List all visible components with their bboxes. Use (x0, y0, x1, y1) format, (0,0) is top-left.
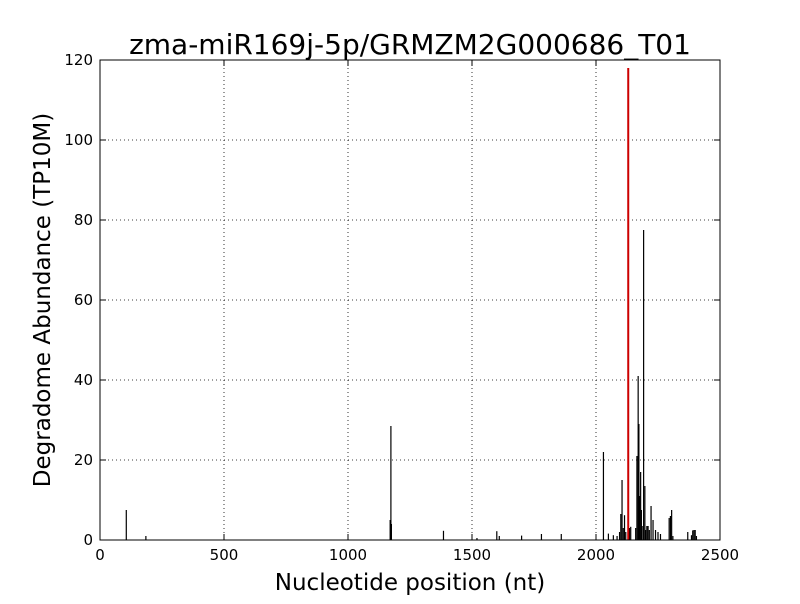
x-tick-label: 1500 (453, 546, 491, 564)
y-tick-label: 20 (74, 451, 93, 469)
y-ticks: 0 20 40 60 80 100 120 (64, 51, 720, 549)
grid-lines (100, 60, 720, 540)
y-tick-label: 100 (64, 131, 93, 149)
y-tick-label: 40 (74, 371, 93, 389)
y-tick-label: 120 (64, 51, 93, 69)
bars (125, 230, 698, 540)
x-tick-label: 0 (95, 546, 105, 564)
y-axis-label: Degradome Abundance (TP10M) (30, 113, 56, 487)
y-tick-label: 0 (83, 531, 93, 549)
x-tick-label: 2000 (577, 546, 615, 564)
x-tick-label: 2500 (701, 546, 739, 564)
x-ticks: 0 500 1000 1500 2000 2500 (95, 60, 739, 564)
y-tick-label: 60 (74, 291, 93, 309)
chart-title: zma-miR169j-5p/GRMZM2G000686_T01 (129, 28, 691, 61)
y-tick-label: 80 (74, 211, 93, 229)
x-axis-label: Nucleotide position (nt) (275, 570, 545, 596)
x-tick-label: 500 (210, 546, 239, 564)
x-tick-label: 1000 (329, 546, 367, 564)
